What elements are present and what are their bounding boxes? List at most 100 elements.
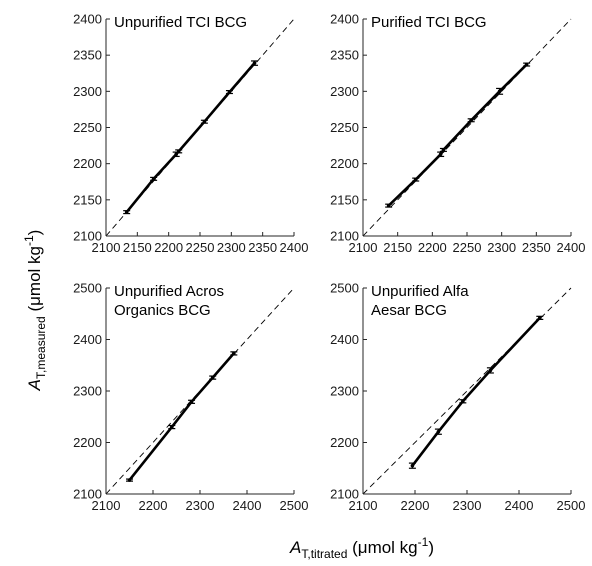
point-marker <box>189 400 194 404</box>
y-tick-label: 2400 <box>73 332 102 347</box>
x-tick-label: 2150 <box>123 240 152 255</box>
data-point <box>437 151 445 158</box>
data-point <box>467 118 475 123</box>
point-marker <box>441 148 446 152</box>
x-axis-unit-close: ) <box>428 538 434 557</box>
point-marker <box>488 368 493 373</box>
y-axis-symbol: A <box>25 379 44 391</box>
y-tick-label: 2200 <box>73 156 102 171</box>
panel-title-line: Unpurified Acros <box>114 283 224 300</box>
y-tick-label: 2100 <box>73 229 102 244</box>
panel-title: Unpurified Alfa Aesar BCG <box>371 283 469 319</box>
y-tick-label: 2300 <box>330 384 359 399</box>
data-point <box>385 203 393 208</box>
panel-title-line: Aesar BCG <box>371 302 447 319</box>
panel-title: Unpurified Acros Organics BCG <box>114 283 224 319</box>
point-marker <box>413 177 418 182</box>
panel-title: Unpurified TCI BCG <box>114 14 247 31</box>
x-tick-label: 2300 <box>453 498 482 513</box>
point-marker <box>170 425 174 429</box>
x-tick-label: 2400 <box>233 498 262 513</box>
data-point <box>536 315 544 321</box>
x-tick-label: 2200 <box>154 240 183 255</box>
panel-1: 2100 2150 2200 2250 2300 2350 2400210021502200… <box>73 12 308 256</box>
y-tick-label: 2250 <box>330 120 359 135</box>
x-tick-label: 2100 <box>92 498 121 513</box>
y-tick-label: 2100 <box>330 487 359 502</box>
x-tick-label: 2350 <box>248 240 277 255</box>
point-marker <box>438 152 443 157</box>
y-axis-subscript: T,measured <box>34 316 48 379</box>
y-tick-label: 2350 <box>73 48 102 63</box>
x-tick-label: 2400 <box>280 240 309 255</box>
y-tick-label: 2100 <box>73 487 102 502</box>
y-tick-label: 2200 <box>330 156 359 171</box>
y-tick-label: 2200 <box>73 435 102 450</box>
y-axis-unit-exponent: -1 <box>22 235 36 246</box>
x-tick-label: 2200 <box>418 240 447 255</box>
data-point <box>496 87 504 95</box>
point-marker <box>386 203 391 208</box>
y-tick-label: 2150 <box>330 192 359 207</box>
y-tick-label: 2400 <box>330 332 359 347</box>
data-point <box>408 462 416 469</box>
x-tick-label: 2400 <box>557 240 586 255</box>
y-tick-label: 2150 <box>73 192 102 207</box>
point-marker <box>127 478 132 482</box>
point-marker <box>232 351 236 356</box>
reference-line <box>105 287 295 495</box>
data-point <box>230 351 238 356</box>
x-axis-subscript: T,titrated <box>301 547 347 561</box>
x-tick-label: 2200 <box>139 498 168 513</box>
x-tick-label: 2300 <box>217 240 246 255</box>
data-point <box>251 60 259 66</box>
x-tick-label: 2300 <box>487 240 516 255</box>
series-line <box>128 352 235 481</box>
x-axis-unit-exponent: -1 <box>418 535 429 549</box>
point-marker <box>176 149 181 154</box>
point-marker <box>410 463 415 468</box>
x-tick-label: 2200 <box>401 498 430 513</box>
y-tick-label: 2200 <box>330 435 359 450</box>
y-tick-label: 2500 <box>330 281 359 296</box>
y-tick-label: 2350 <box>330 48 359 63</box>
x-axis-unit: (μmol kg <box>347 538 417 557</box>
y-tick-label: 2300 <box>73 84 102 99</box>
series-line <box>387 63 528 207</box>
panel-title: Purified TCI BCG <box>371 14 487 31</box>
data-point <box>486 367 494 374</box>
point-marker <box>469 118 473 123</box>
panel-2: 2100 2150 2200 2250 2300 2350 2400 2100 2150 2200… <box>330 12 585 256</box>
x-axis-title: AT,titrated (μmol kg-1) <box>289 535 434 561</box>
point-marker <box>436 429 441 434</box>
x-axis-symbol: A <box>289 538 301 557</box>
data-point <box>175 149 183 154</box>
data-point <box>209 375 217 380</box>
y-tick-label: 2250 <box>73 120 102 135</box>
x-tick-label: 2400 <box>505 498 534 513</box>
series-line <box>411 317 541 467</box>
data-point <box>523 62 531 67</box>
x-tick-label: 2300 <box>186 498 215 513</box>
panel-title-line: Purified TCI BCG <box>371 14 487 31</box>
y-tick-label: 2400 <box>330 12 359 27</box>
y-tick-label: 2400 <box>73 12 102 27</box>
data-point <box>459 399 467 404</box>
point-marker <box>124 210 129 214</box>
panel-title-line: Organics BCG <box>114 302 211 319</box>
x-tick-label: 2250 <box>453 240 482 255</box>
x-tick-label: 2100 <box>349 498 378 513</box>
data-point <box>126 478 133 482</box>
x-tick-label: 2150 <box>383 240 412 255</box>
point-marker <box>210 375 215 380</box>
y-tick-label: 2100 <box>330 229 359 244</box>
panel-4: 2100 2200 2300 2400 2500 2100 2200 2300 2400 2500… <box>330 281 585 514</box>
point-marker <box>252 61 257 65</box>
y-axis-unit: (μmol kg <box>25 246 44 316</box>
y-tick-label: 2300 <box>330 84 359 99</box>
x-tick-label: 2250 <box>186 240 215 255</box>
y-axis-unit-close: ) <box>25 230 44 236</box>
reference-line <box>362 18 572 237</box>
data-point <box>150 176 158 181</box>
